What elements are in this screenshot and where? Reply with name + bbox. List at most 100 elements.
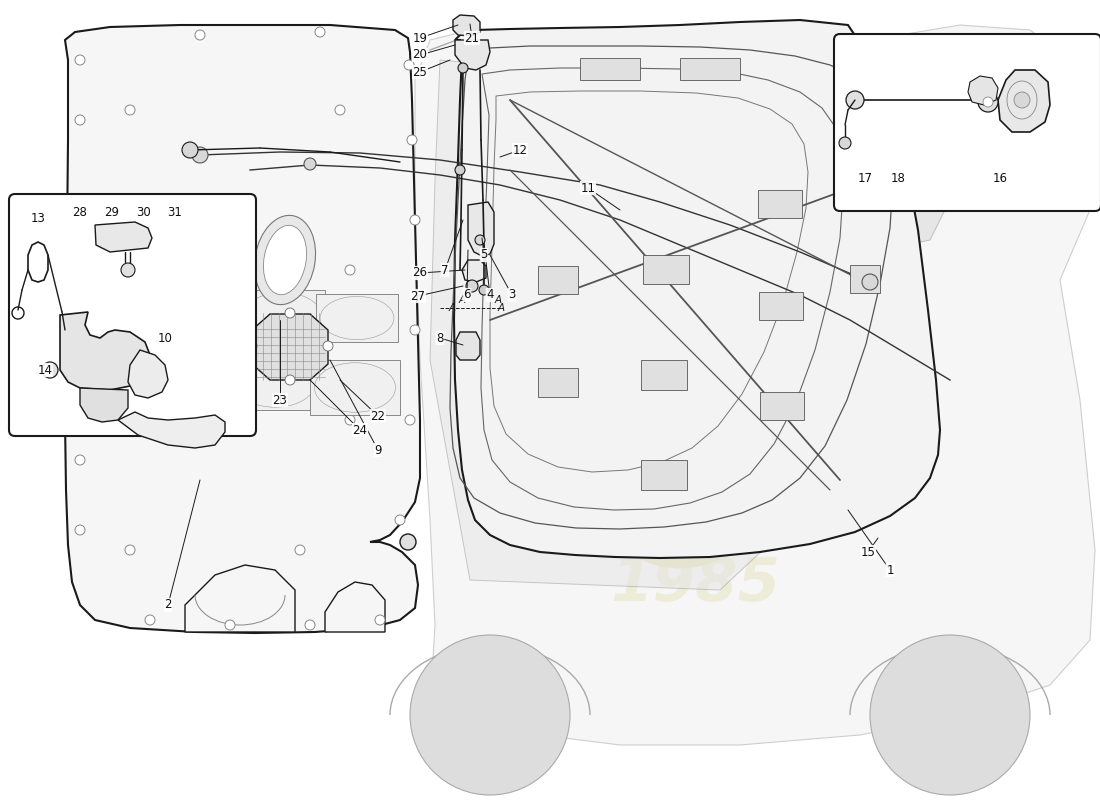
Polygon shape [998, 70, 1050, 132]
Circle shape [466, 280, 478, 292]
Circle shape [839, 137, 851, 149]
Bar [770, 280, 825, 360]
Bar [852, 180, 883, 208]
Polygon shape [80, 388, 128, 422]
Polygon shape [60, 312, 150, 390]
Circle shape [192, 147, 208, 163]
Circle shape [345, 265, 355, 275]
Circle shape [410, 215, 420, 225]
Circle shape [862, 274, 878, 290]
Circle shape [410, 325, 420, 335]
Circle shape [304, 158, 316, 170]
Polygon shape [128, 350, 168, 398]
Text: 5: 5 [481, 249, 487, 262]
Polygon shape [455, 40, 490, 70]
Circle shape [75, 375, 85, 385]
Polygon shape [252, 314, 328, 380]
Circle shape [1014, 92, 1030, 108]
Circle shape [410, 635, 570, 795]
Circle shape [395, 515, 405, 525]
Bar [540, 270, 611, 365]
Circle shape [455, 165, 465, 175]
Text: parts: parts [580, 441, 651, 469]
Text: 12: 12 [513, 143, 528, 157]
Circle shape [295, 545, 305, 555]
Circle shape [125, 415, 135, 425]
Circle shape [145, 615, 155, 625]
Text: 26: 26 [412, 266, 428, 279]
Circle shape [285, 308, 295, 318]
Circle shape [195, 30, 205, 40]
Ellipse shape [254, 215, 316, 305]
Circle shape [42, 362, 58, 378]
Bar [95, 288, 163, 330]
Text: 21: 21 [464, 31, 480, 45]
Text: spares: spares [590, 370, 861, 439]
Polygon shape [454, 20, 940, 558]
Polygon shape [790, 80, 960, 255]
Bar [580, 58, 640, 80]
Circle shape [75, 195, 85, 205]
Bar [316, 294, 398, 342]
Text: 7: 7 [441, 263, 449, 277]
Circle shape [407, 135, 417, 145]
Text: 23: 23 [273, 394, 287, 406]
Text: 29: 29 [104, 206, 120, 218]
Text: A: A [449, 303, 455, 313]
Circle shape [846, 91, 864, 109]
Text: 22: 22 [371, 410, 385, 422]
Bar [538, 266, 578, 294]
Bar [700, 280, 760, 365]
Circle shape [458, 63, 468, 73]
Text: 31: 31 [167, 206, 183, 218]
Ellipse shape [263, 226, 307, 294]
Polygon shape [430, 60, 880, 590]
Circle shape [75, 55, 85, 65]
Circle shape [336, 105, 345, 115]
Polygon shape [462, 260, 486, 282]
Text: 13: 13 [31, 211, 45, 225]
Circle shape [478, 285, 490, 295]
Text: 27: 27 [410, 290, 426, 302]
Bar [758, 190, 802, 218]
Text: since: since [640, 521, 729, 550]
Text: 1: 1 [887, 563, 893, 577]
Polygon shape [968, 76, 998, 105]
FancyBboxPatch shape [834, 34, 1100, 211]
Text: 19: 19 [412, 31, 428, 45]
Circle shape [405, 415, 415, 425]
Text: 1985: 1985 [610, 555, 780, 614]
Polygon shape [453, 15, 480, 36]
Bar [538, 368, 578, 397]
Bar [310, 360, 400, 415]
Bar [95, 378, 163, 420]
Circle shape [908, 108, 932, 132]
Circle shape [305, 620, 315, 630]
Circle shape [315, 27, 324, 37]
Text: 15: 15 [860, 546, 876, 558]
Text: 10: 10 [157, 331, 173, 345]
FancyBboxPatch shape [9, 194, 256, 436]
Text: A: A [497, 303, 505, 313]
Text: 2: 2 [164, 598, 172, 611]
Bar [760, 392, 804, 420]
Bar [644, 255, 689, 284]
Circle shape [870, 635, 1030, 795]
Text: A: A [494, 295, 502, 305]
Circle shape [121, 263, 135, 277]
Bar [850, 265, 880, 293]
Text: 8: 8 [437, 331, 443, 345]
Bar [620, 270, 685, 360]
Text: 9: 9 [374, 443, 382, 457]
Text: 30: 30 [136, 206, 152, 218]
Polygon shape [65, 25, 420, 633]
Circle shape [983, 97, 993, 107]
Circle shape [226, 620, 235, 630]
Circle shape [345, 415, 355, 425]
Circle shape [248, 341, 257, 351]
Bar [680, 58, 740, 80]
Text: 6: 6 [463, 289, 471, 302]
Polygon shape [185, 565, 295, 632]
Polygon shape [118, 412, 226, 448]
Polygon shape [456, 332, 480, 360]
